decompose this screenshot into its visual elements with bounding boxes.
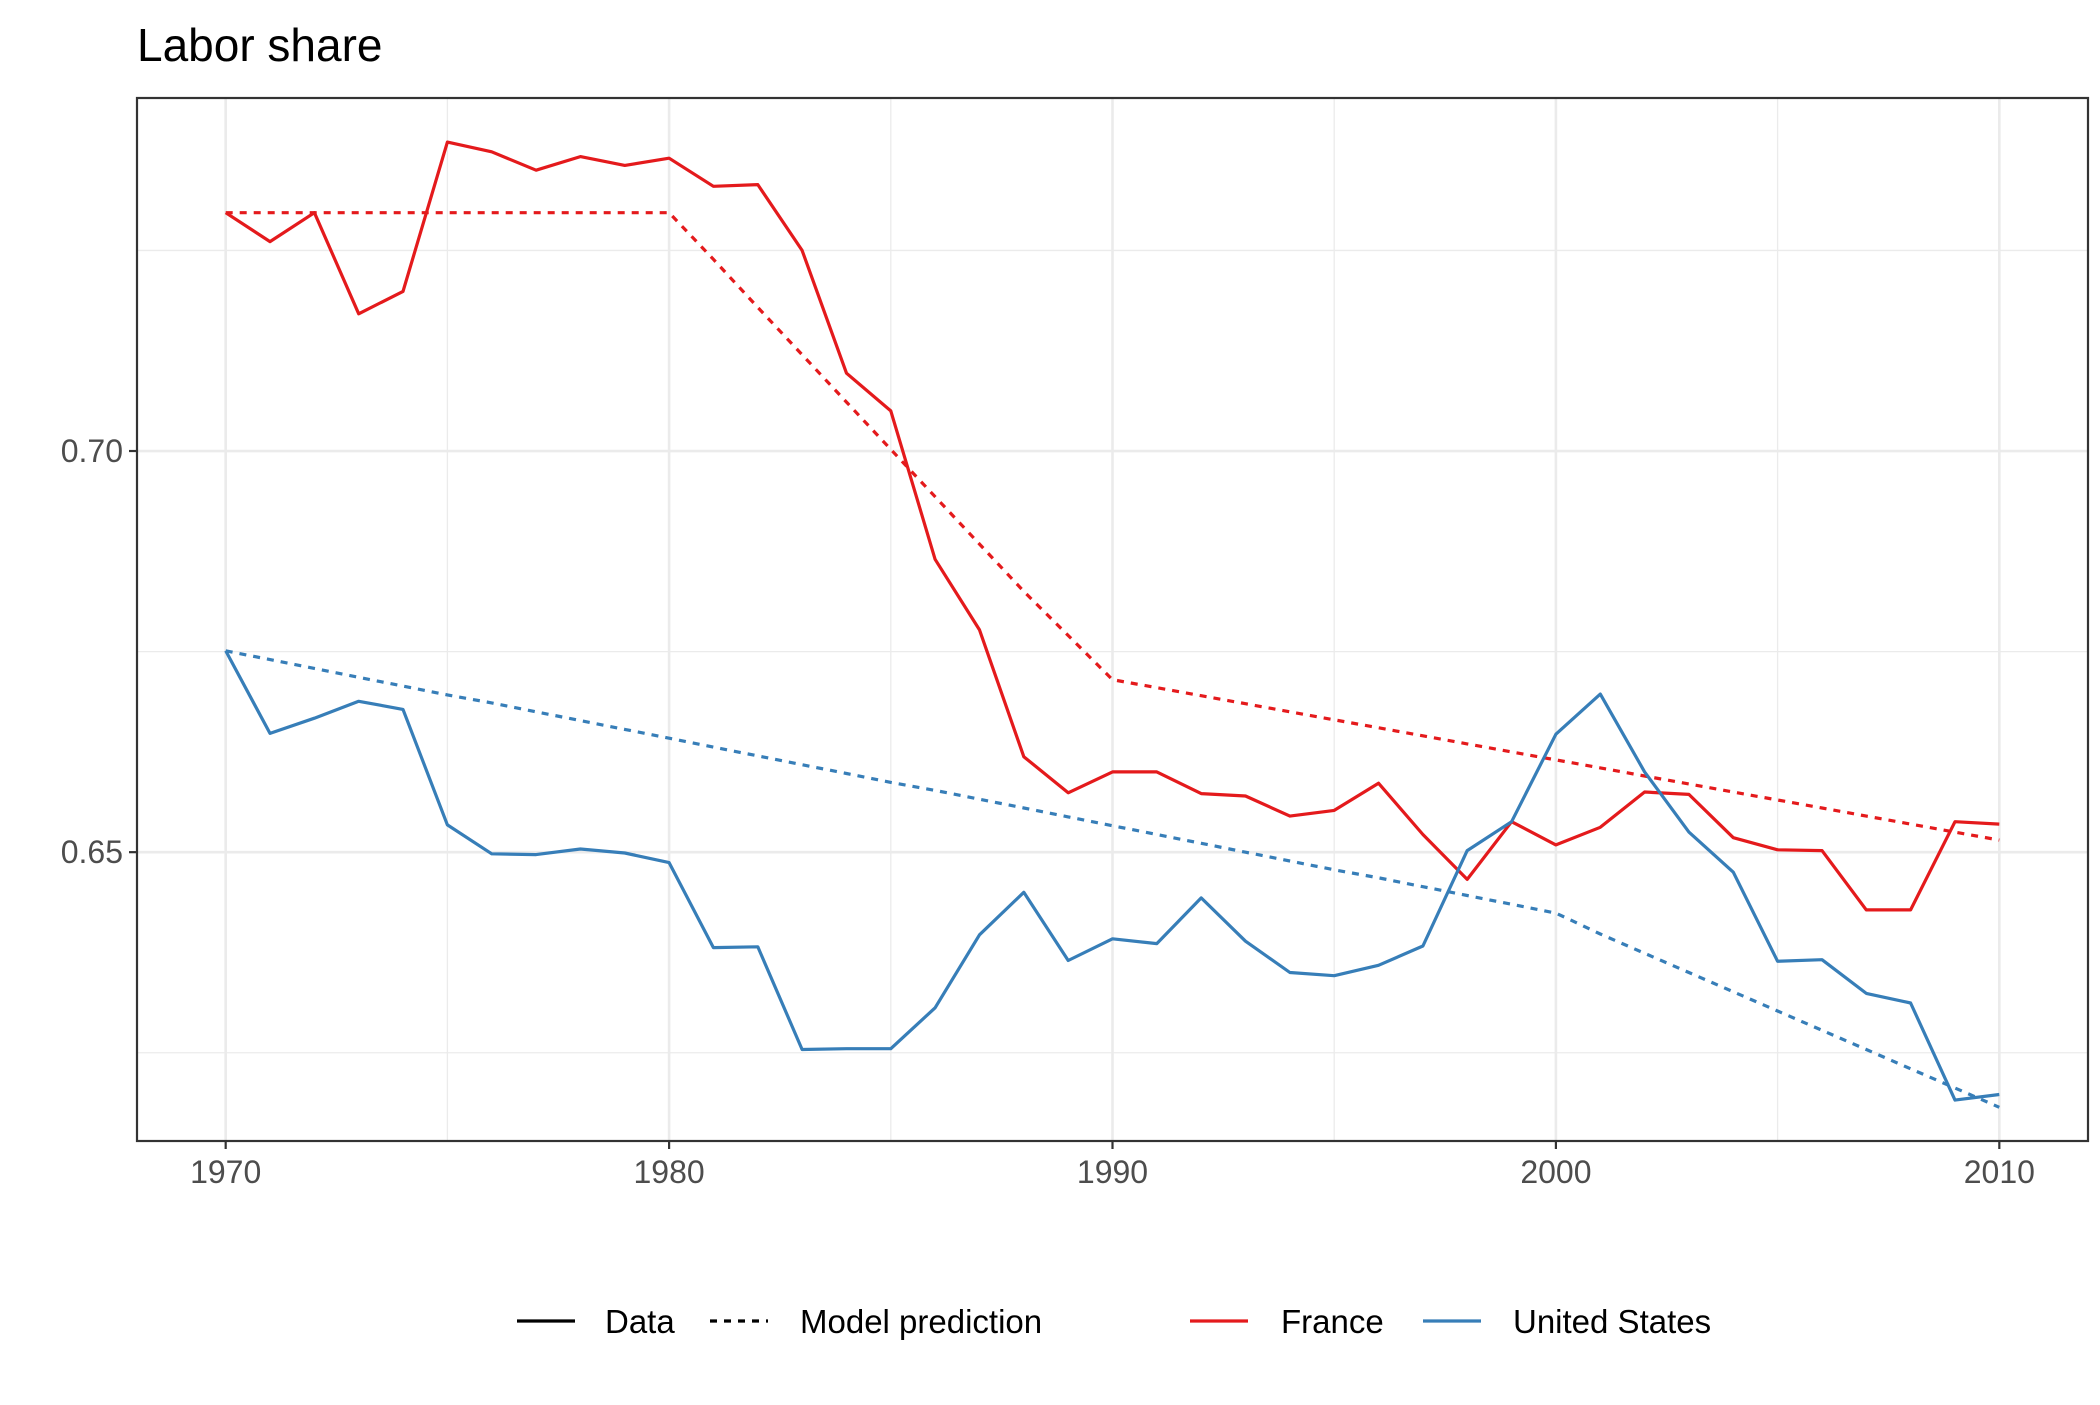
y-tick-label: 0.65 <box>61 834 123 870</box>
x-tick-label: 1980 <box>633 1154 704 1190</box>
gridlines <box>137 98 2088 1141</box>
legend-label-france: France <box>1281 1303 1384 1340</box>
legend-label-united-states: United States <box>1513 1303 1711 1340</box>
x-tick-label: 1970 <box>190 1154 261 1190</box>
chart-title: Labor share <box>137 19 383 71</box>
axes: 0.65 0.70 1970 1980 1990 2000 2010 <box>61 433 2035 1190</box>
series-lines <box>224 140 2000 1109</box>
x-tick-label: 2000 <box>1520 1154 1591 1190</box>
france-model-prediction-line <box>225 211 2000 842</box>
x-tick-label: 1990 <box>1077 1154 1148 1190</box>
united-states-model-prediction-line <box>225 649 2000 1109</box>
legend-label-data: Data <box>605 1303 675 1340</box>
legend-label-model-prediction: Model prediction <box>800 1303 1042 1340</box>
y-tick-label: 0.70 <box>61 433 123 469</box>
france-data-line <box>224 140 2000 912</box>
x-tick-label: 2010 <box>1964 1154 2035 1190</box>
legend: Data Model prediction France United States <box>517 1303 1711 1340</box>
united-states-data-line <box>224 650 2000 1102</box>
